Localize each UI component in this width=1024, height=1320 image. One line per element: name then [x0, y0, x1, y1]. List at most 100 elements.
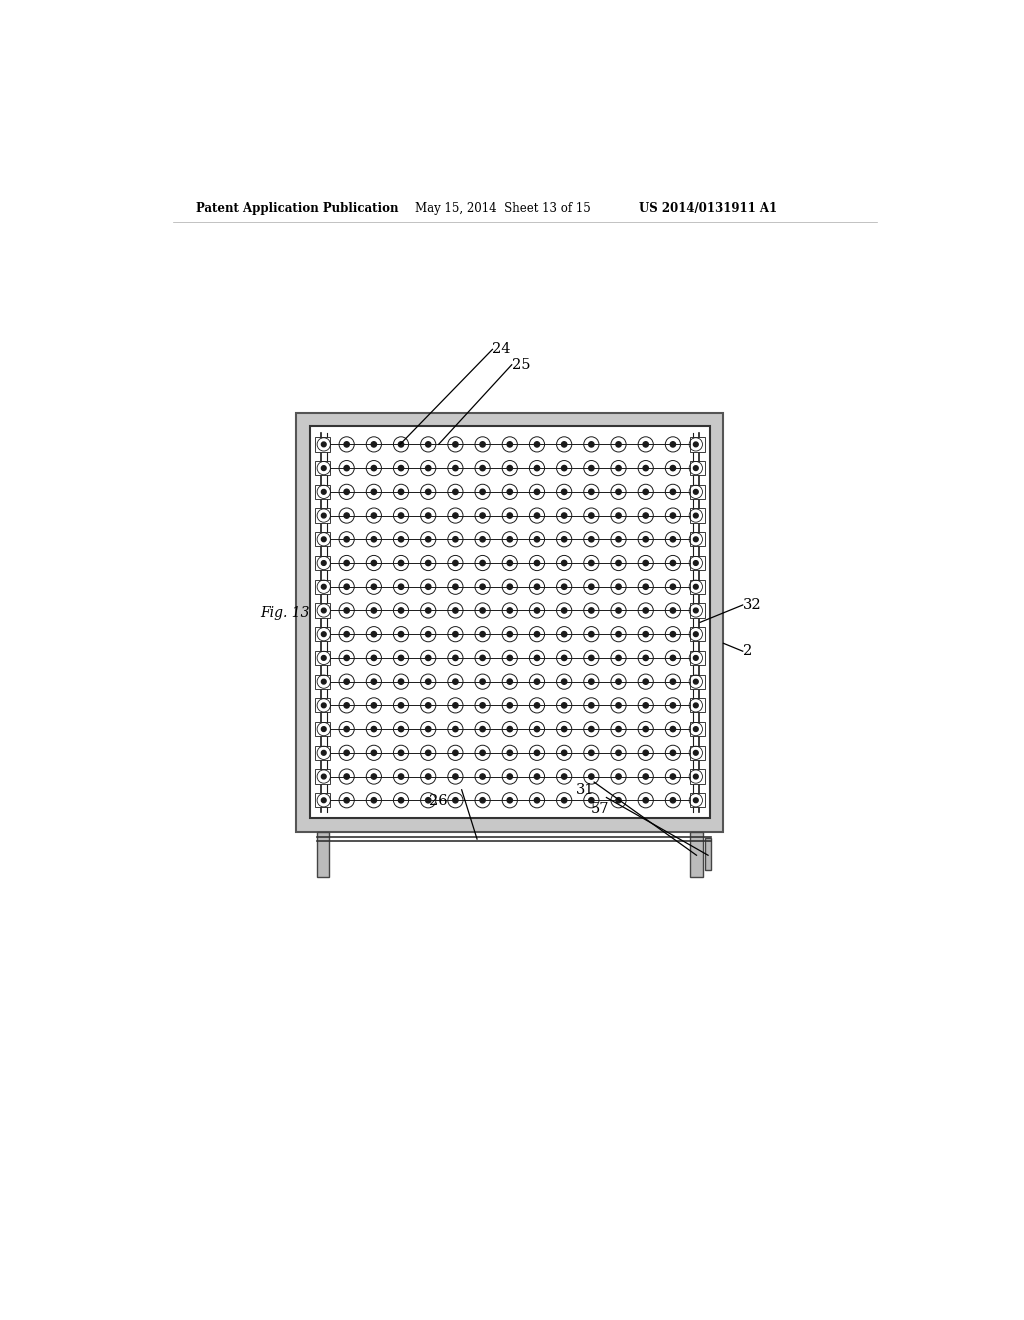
Bar	[689, 484, 705, 499]
Circle shape	[398, 774, 403, 779]
Text: 31: 31	[575, 783, 594, 797]
Bar	[314, 627, 330, 642]
Circle shape	[426, 513, 431, 519]
Circle shape	[535, 442, 540, 447]
Text: 25: 25	[512, 358, 530, 372]
Circle shape	[322, 561, 326, 565]
Circle shape	[671, 726, 676, 731]
Circle shape	[589, 750, 594, 755]
Bar	[316, 832, 330, 876]
Circle shape	[615, 537, 622, 543]
Circle shape	[693, 585, 698, 589]
Circle shape	[615, 774, 622, 779]
Circle shape	[371, 678, 377, 684]
Circle shape	[480, 750, 485, 755]
Circle shape	[589, 537, 594, 543]
Bar	[689, 722, 705, 737]
Circle shape	[398, 702, 403, 708]
Circle shape	[480, 466, 485, 471]
Circle shape	[507, 774, 512, 779]
Circle shape	[344, 655, 349, 660]
Circle shape	[344, 607, 349, 612]
Circle shape	[371, 561, 377, 566]
Circle shape	[398, 583, 403, 590]
Circle shape	[615, 607, 622, 612]
Circle shape	[561, 537, 567, 543]
Circle shape	[398, 797, 403, 803]
Circle shape	[643, 678, 648, 684]
Circle shape	[344, 678, 349, 684]
Circle shape	[344, 631, 349, 636]
Circle shape	[322, 466, 326, 470]
Bar	[310, 426, 710, 818]
Circle shape	[480, 442, 485, 447]
Circle shape	[643, 583, 648, 590]
Circle shape	[371, 490, 377, 495]
Circle shape	[371, 607, 377, 612]
Circle shape	[693, 632, 698, 636]
Circle shape	[371, 513, 377, 519]
Circle shape	[671, 537, 676, 543]
Circle shape	[507, 655, 512, 660]
Circle shape	[507, 561, 512, 566]
Circle shape	[507, 537, 512, 543]
Circle shape	[480, 797, 485, 803]
Circle shape	[322, 585, 326, 589]
Circle shape	[589, 607, 594, 612]
Circle shape	[615, 655, 622, 660]
Circle shape	[535, 490, 540, 495]
Circle shape	[453, 490, 458, 495]
Circle shape	[671, 774, 676, 779]
Circle shape	[453, 561, 458, 566]
Circle shape	[535, 561, 540, 566]
Circle shape	[671, 655, 676, 660]
Bar	[314, 746, 330, 760]
Circle shape	[426, 561, 431, 566]
Circle shape	[535, 750, 540, 755]
Circle shape	[693, 680, 698, 684]
Text: 57: 57	[591, 803, 609, 816]
Bar	[314, 651, 330, 665]
Bar	[689, 770, 705, 784]
Circle shape	[535, 702, 540, 708]
Circle shape	[535, 607, 540, 612]
Circle shape	[322, 490, 326, 494]
Circle shape	[561, 631, 567, 636]
Bar	[314, 579, 330, 594]
Circle shape	[426, 583, 431, 590]
Circle shape	[693, 609, 698, 612]
Circle shape	[561, 583, 567, 590]
Circle shape	[507, 750, 512, 755]
Circle shape	[398, 513, 403, 519]
Circle shape	[561, 774, 567, 779]
Bar	[314, 770, 330, 784]
Circle shape	[589, 561, 594, 566]
Bar	[314, 675, 330, 689]
Circle shape	[507, 631, 512, 636]
Circle shape	[615, 583, 622, 590]
Circle shape	[507, 678, 512, 684]
Circle shape	[615, 631, 622, 636]
Circle shape	[589, 442, 594, 447]
Circle shape	[426, 442, 431, 447]
Circle shape	[561, 561, 567, 566]
Circle shape	[643, 466, 648, 471]
Bar	[689, 746, 705, 760]
Text: May 15, 2014  Sheet 13 of 15: May 15, 2014 Sheet 13 of 15	[416, 202, 591, 215]
Circle shape	[507, 513, 512, 519]
Circle shape	[589, 726, 594, 731]
Circle shape	[671, 702, 676, 708]
Circle shape	[643, 490, 648, 495]
Circle shape	[344, 774, 349, 779]
Circle shape	[453, 726, 458, 731]
Text: 2: 2	[742, 644, 752, 659]
Circle shape	[693, 774, 698, 779]
Circle shape	[344, 561, 349, 566]
Circle shape	[453, 466, 458, 471]
Circle shape	[480, 631, 485, 636]
Circle shape	[426, 726, 431, 731]
Circle shape	[371, 583, 377, 590]
Circle shape	[426, 490, 431, 495]
Circle shape	[322, 609, 326, 612]
Circle shape	[507, 726, 512, 731]
